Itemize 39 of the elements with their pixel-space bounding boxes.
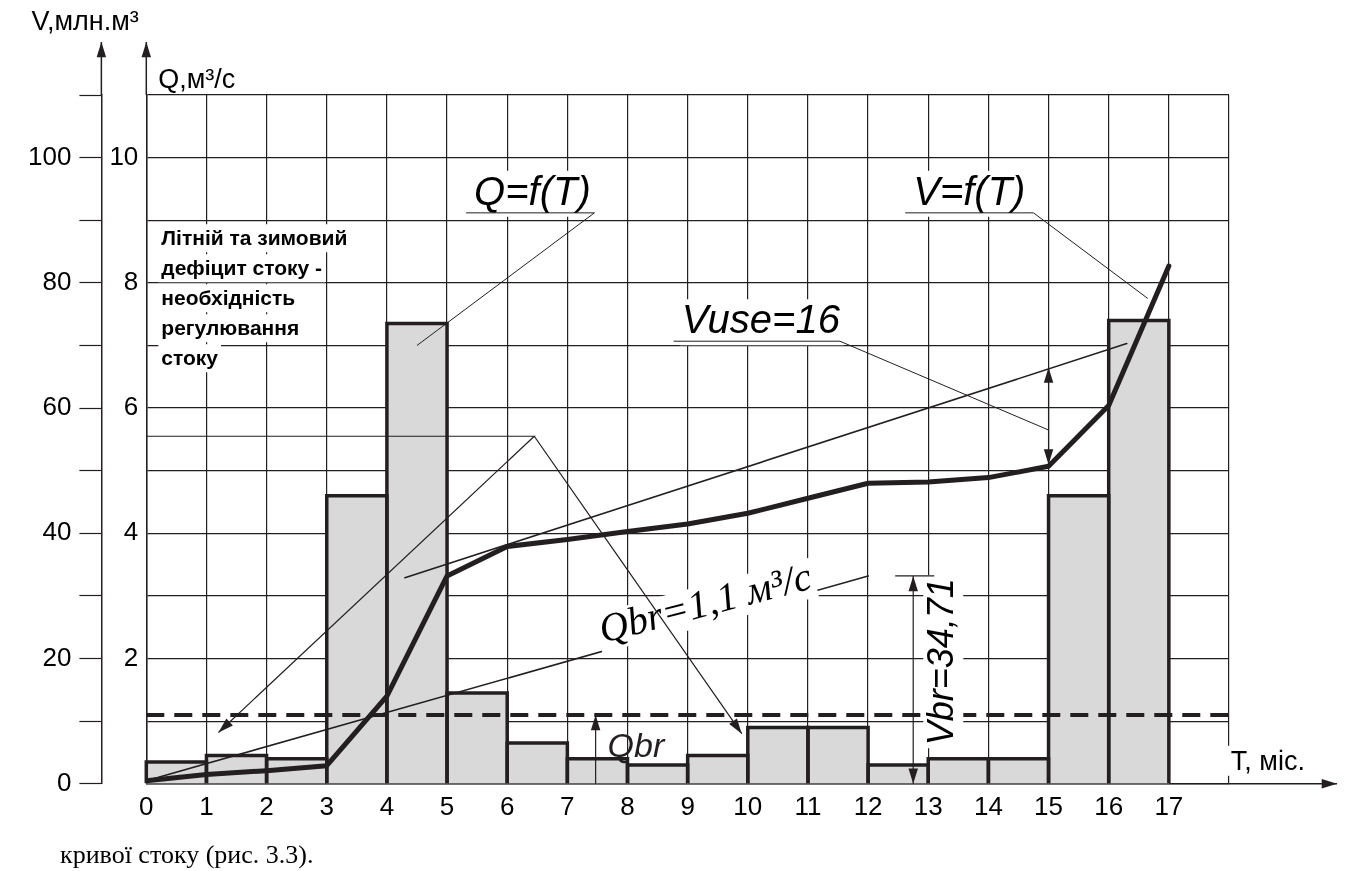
annotation: Vuse=16 [681,297,841,342]
y-axis-title: Q,м³/с [158,64,236,94]
y2-tick-label: 0 [56,766,72,797]
x-tick-label: 0 [139,790,154,821]
annotation: Vbr=34,71 [920,578,962,746]
y-tick-label: 8 [123,266,139,297]
x-tick-label: 2 [259,790,274,821]
x-tick-label: 11 [794,790,822,821]
annotation: Літній та зимовий дефіцит стоку - необхідність регулювання стоку [161,226,348,370]
y2-axis-title: V,млн.м³ [31,6,139,36]
x-tick-label: 5 [439,790,455,821]
x-tick-label: 3 [319,790,334,821]
x-tick-label: 15 [1034,790,1064,821]
x-tick-label: 17 [1154,790,1184,821]
y-tick-label: 10 [109,140,139,171]
annotation: Qbr=1,1 м³/с [593,553,817,652]
x-tick-label: 6 [499,790,515,821]
y2-tick-label: 60 [42,391,72,422]
y2-tick-label: 100 [27,140,72,171]
x-tick-label: 4 [379,790,395,821]
x-tick-label: 16 [1094,790,1124,821]
x-tick-label: 8 [620,790,635,821]
x-tick-label: 1 [199,790,214,821]
annotation: V=f(T) [913,168,1026,213]
x-tick-label: 14 [973,790,1003,821]
x-tick-label: 13 [913,790,943,821]
y-tick-label: 2 [123,641,139,672]
y2-tick-label: 20 [42,641,72,672]
y-tick-label: 4 [123,516,139,547]
x-tick-label: 10 [733,790,763,821]
x-tick-label: 12 [853,790,883,821]
x-tick-label: 7 [560,790,575,821]
y2-tick-label: 80 [42,266,72,297]
x-axis-title: T, міс. [1230,745,1305,776]
y-tick-label: 6 [123,391,139,422]
y2-tick-label: 40 [42,516,72,547]
x-tick-label: 9 [680,790,695,821]
text: кривої стоку (рис. 3.3). [60,840,314,869]
annotation: Q=f(T) [474,168,591,213]
